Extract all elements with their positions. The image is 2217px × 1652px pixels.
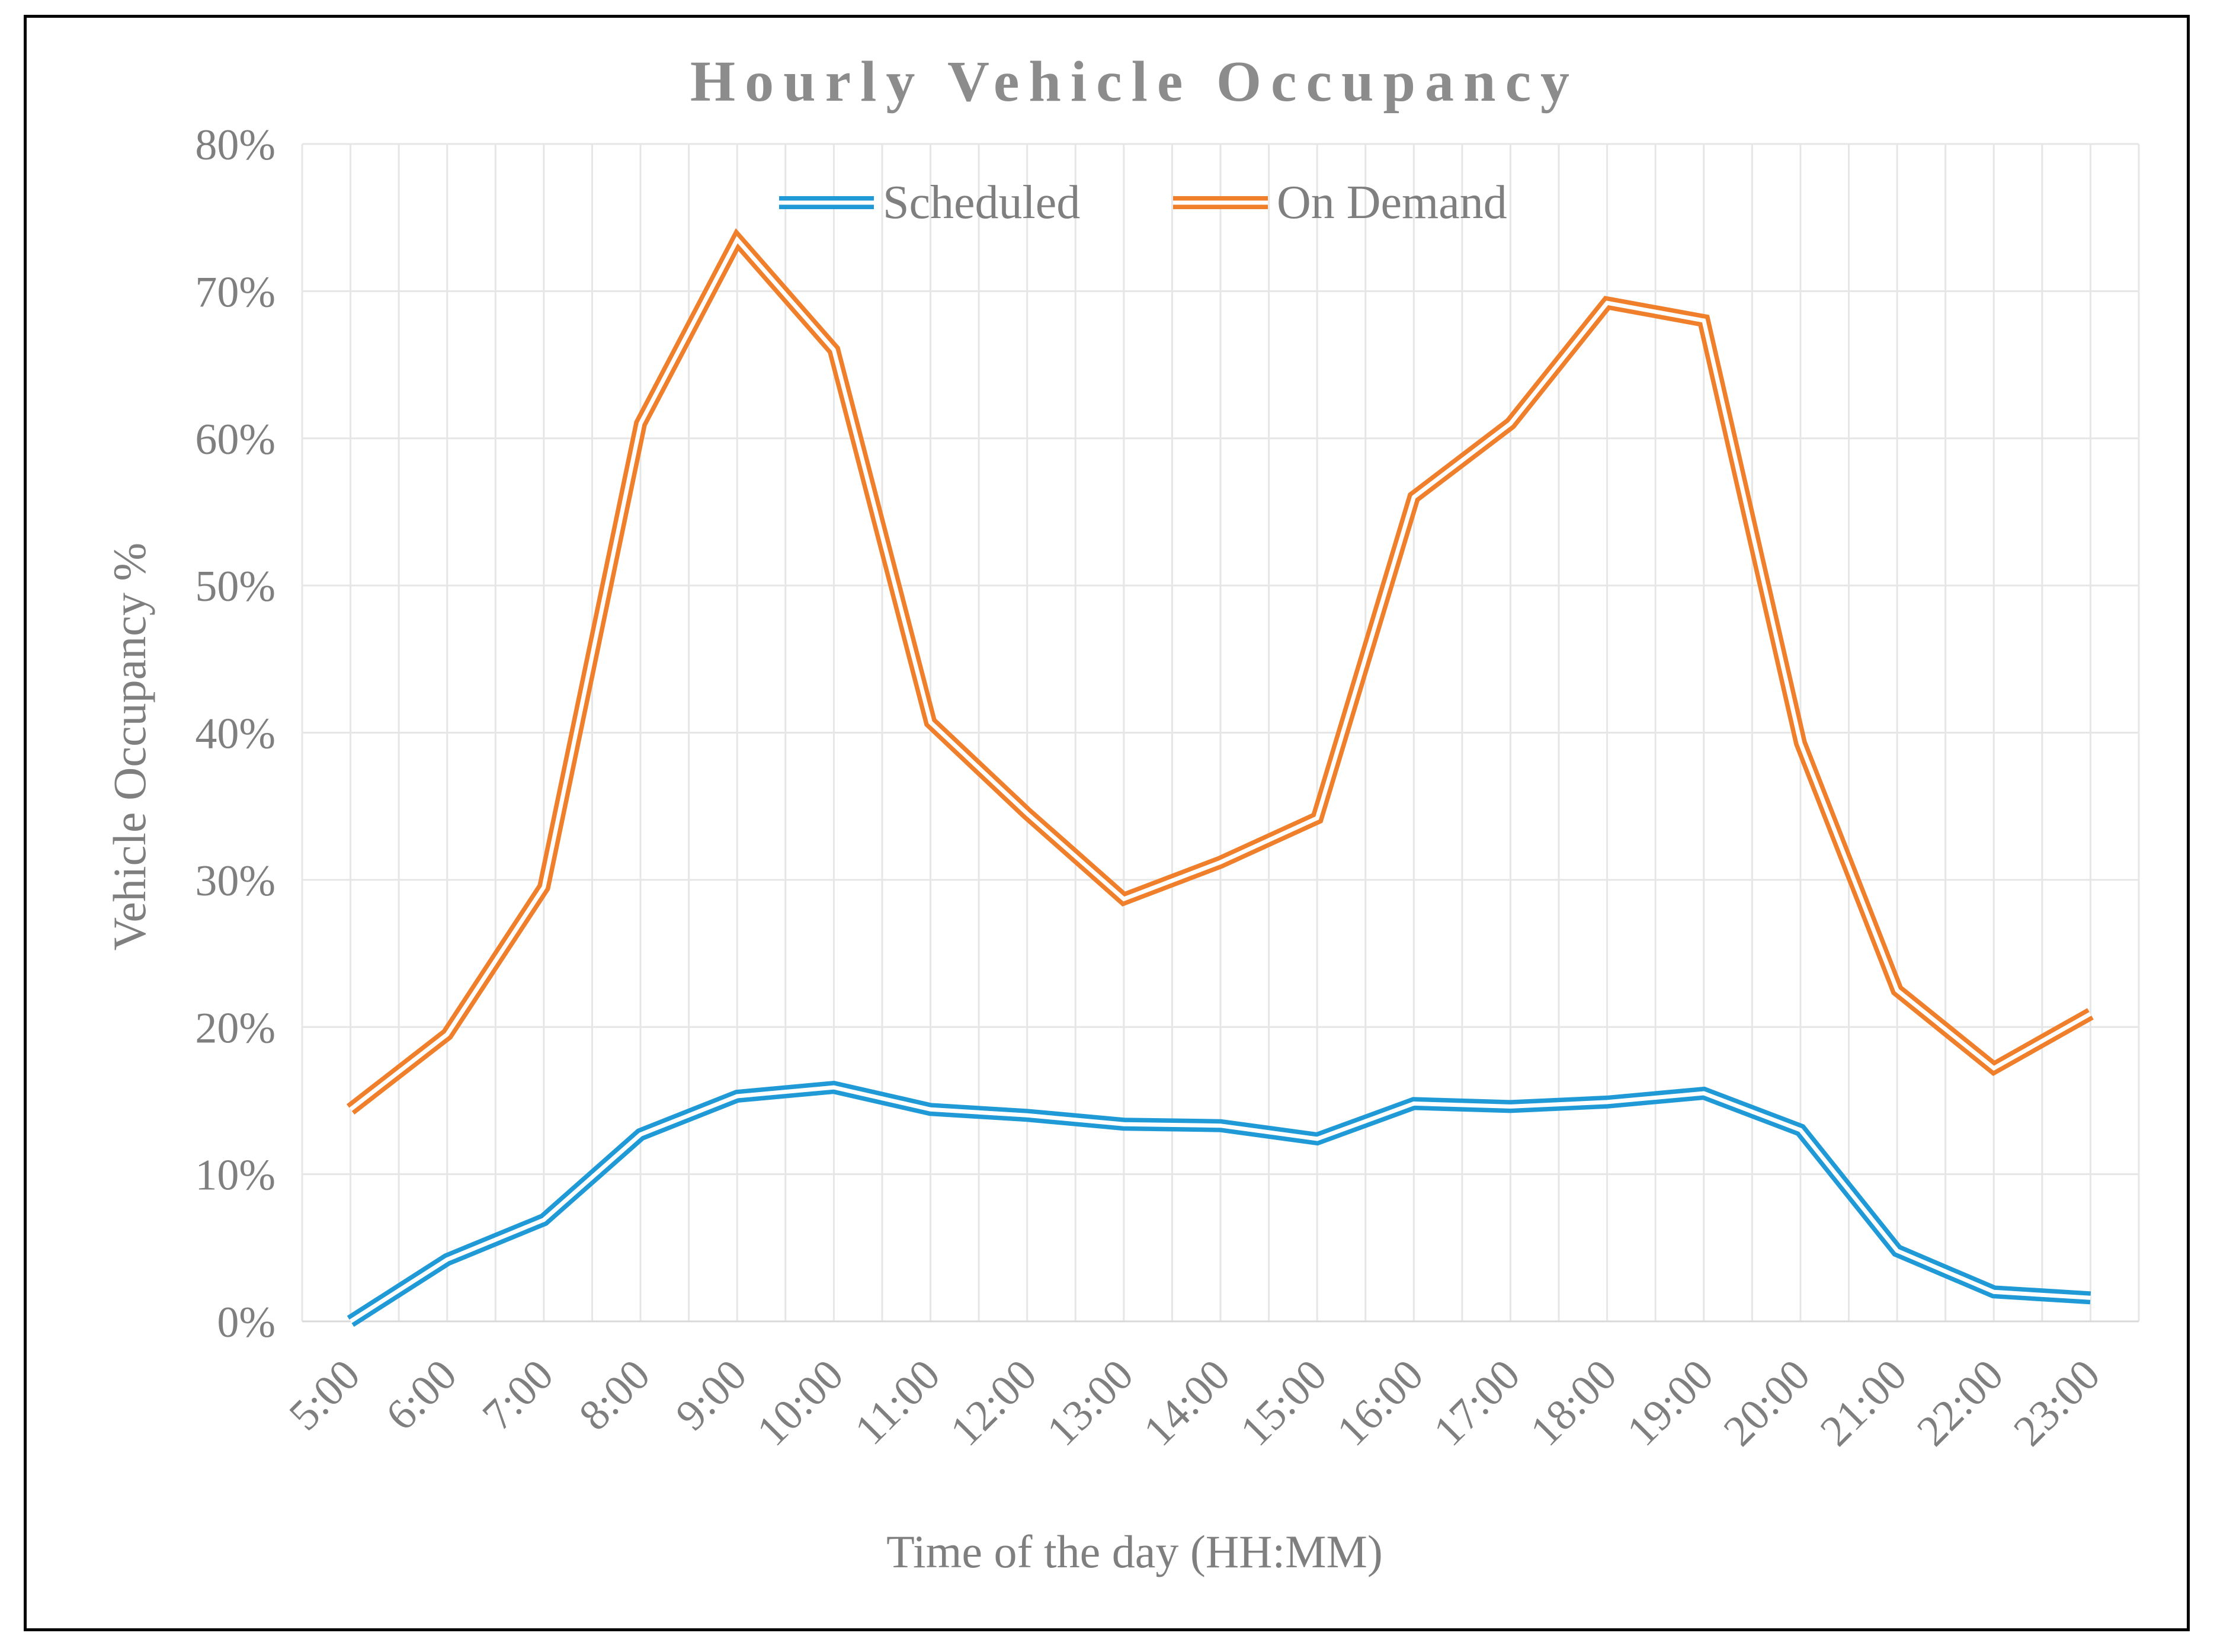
series-line-inner [349,1085,2091,1323]
data-point [1703,1092,1705,1094]
line-chart: Hourly Vehicle Occupancy 0% 10% 20% 30% 40% 5… [104,50,2140,1577]
data-point [1799,1129,1802,1131]
y-tick-label: 10% [195,1151,275,1200]
series-scheduled [347,1080,2091,1327]
data-point [1316,1138,1318,1140]
x-tick-label: 21:00 [1811,1350,1916,1455]
legend-label: On Demand [1277,177,1507,229]
legend-label: Scheduled [883,177,1080,229]
data-point [1412,496,1415,498]
legend-item: On Demand [1173,177,1507,229]
data-point [1992,1291,1995,1293]
data-point [1123,1123,1125,1125]
x-tick-label: 12:00 [941,1350,1046,1455]
y-axis-label: Vehicle Occupancy % [104,543,155,951]
data-point [350,1320,352,1323]
y-tick-label: 20% [195,1004,275,1052]
data-point [832,349,835,351]
data-point [1703,319,1705,322]
data-point [1992,1067,1995,1070]
data-point [736,1095,738,1097]
x-axis-label: Time of the day (HH:MM) [886,1526,1383,1577]
x-axis-ticks: 5:00 6:00 7:00 8:00 9:0010:0011:0012:0013:00… [280,1350,2110,1455]
x-tick-label: 16:00 [1328,1350,1433,1455]
series-line-inner [349,236,2092,1112]
data-point [930,1108,932,1110]
x-tick-label: 15:00 [1231,1350,1336,1455]
chart-title: Hourly Vehicle Occupancy [690,50,1579,114]
y-tick-label: 30% [195,857,275,905]
x-tick-label: 11:00 [845,1350,949,1454]
data-point [446,1259,448,1261]
data-point [1799,742,1802,744]
data-point [2089,1296,2091,1299]
x-tick-label: 14:00 [1135,1350,1239,1455]
data-point [639,1134,642,1136]
x-tick-label: 13:00 [1038,1350,1143,1455]
data-point [1412,1102,1415,1104]
data-point [1123,898,1125,900]
data-point [1896,1250,1898,1252]
x-tick-label: 22:00 [1908,1350,2013,1455]
data-point [1219,861,1222,863]
data-point [1509,422,1511,425]
y-axis-ticks: 0% 10% 20% 30% 40% 50% 60% 70% 80% [195,121,275,1347]
legend-item: Scheduled [779,177,1080,229]
x-tick-label: 9:00 [667,1350,756,1440]
data-point [639,422,642,425]
x-tick-label: 20:00 [1715,1350,1819,1455]
data-point [2089,1013,2091,1015]
data-point [1896,989,1898,991]
x-tick-label: 10:00 [748,1350,853,1455]
chart-frame: Hourly Vehicle Occupancy 0% 10% 20% 30% 40% 5… [24,15,2190,1631]
x-tick-label: 19:00 [1618,1350,1723,1455]
x-tick-label: 8:00 [570,1350,659,1440]
y-tick-label: 70% [195,268,275,316]
series-on-demand [346,228,2094,1115]
y-tick-label: 80% [195,121,275,169]
data-point [1026,812,1029,815]
y-tick-label: 40% [195,710,275,758]
y-tick-label: 0% [217,1298,275,1347]
x-tick-label: 7:00 [473,1350,563,1440]
data-point [1026,1114,1029,1116]
data-point [736,238,738,241]
data-point [1219,1125,1222,1127]
x-tick-label: 23:00 [2004,1350,2109,1455]
data-point [1316,817,1318,819]
data-point [1509,1105,1511,1107]
data-point [930,721,932,723]
y-tick-label: 50% [195,562,275,611]
data-point [1606,1101,1609,1103]
x-tick-label: 17:00 [1424,1350,1529,1455]
y-tick-label: 60% [195,415,275,464]
x-tick-label: 6:00 [377,1350,466,1440]
data-point [350,1108,352,1110]
data-point [446,1033,448,1036]
x-tick-label: 18:00 [1521,1350,1626,1455]
data-point [1606,302,1609,304]
legend: Scheduled On Demand [779,177,1507,229]
series [346,228,2094,1327]
data-point [543,886,545,888]
data-point [832,1086,835,1088]
data-point [543,1219,545,1221]
x-tick-label: 5:00 [280,1350,370,1440]
